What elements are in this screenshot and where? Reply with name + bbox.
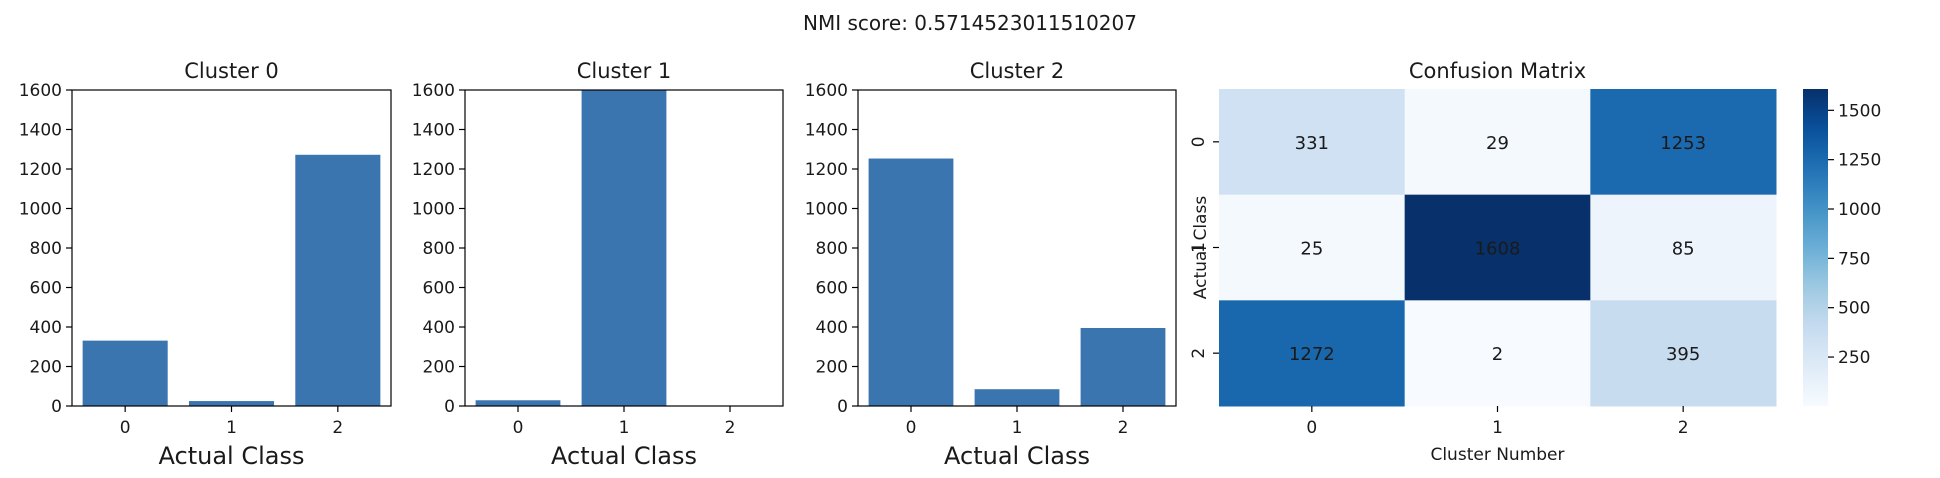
bar-1	[581, 90, 667, 406]
y-tick-label: 1600	[805, 81, 848, 101]
panel-title: Cluster 2	[970, 59, 1065, 83]
cell-value: 25	[1300, 239, 1323, 260]
y-tick-label: 1200	[805, 160, 848, 180]
colorbar-tick-label: 1000	[1838, 200, 1881, 220]
x-tick-label: 1	[619, 418, 630, 438]
y-tick-label: 1400	[805, 121, 848, 141]
cell-value: 331	[1295, 133, 1329, 154]
y-axis-label: Actual Class	[1191, 196, 1211, 300]
y-tick-label: 400	[423, 318, 455, 338]
colorbar-tick-label: 500	[1838, 299, 1870, 319]
colorbar-tick-label: 1500	[1838, 101, 1881, 121]
colorbar-tick-label: 1250	[1838, 151, 1881, 171]
x-tick-label: 2	[725, 418, 736, 438]
y-tick-label: 600	[423, 279, 455, 299]
y-tick-label: 400	[30, 318, 62, 338]
bars	[82, 154, 381, 406]
y-tick-label: 1000	[805, 200, 848, 220]
y-tick-label: 1400	[19, 121, 62, 141]
heatmap-cell	[1590, 194, 1777, 301]
bar-0	[868, 158, 954, 406]
x-tick-label: 2	[1118, 418, 1129, 438]
y-tick-label: 1000	[412, 200, 455, 220]
bar-panel-0: 0 200 400 600 800 1000 1200 1400 1600 0 1 2 Cluster …	[19, 59, 392, 470]
y-tick-label: 200	[816, 358, 848, 378]
bar-0	[475, 400, 561, 406]
heatmap-cell	[1404, 300, 1591, 407]
y-tick-label: 1	[1189, 242, 1209, 253]
x-axis-label: Actual Class	[159, 442, 305, 470]
confusion-matrix-panel: 331 29 1253 25 1608 85 1272 2 395 0 1 2 0 1 2 Confusion…	[1189, 59, 1881, 465]
bar-1	[974, 389, 1060, 406]
bars	[475, 90, 773, 406]
y-tick-label: 200	[423, 358, 455, 378]
x-axis-label: Cluster Number	[1430, 445, 1564, 465]
x-tick-label: 1	[1492, 418, 1503, 438]
y-tick-label: 1400	[412, 121, 455, 141]
bar-panel-2: 0 200 400 600 800 1000 1200 1400 1600 0 1 2 Cluster …	[805, 59, 1177, 470]
bar-0	[82, 340, 168, 406]
colorbar-tick-label: 250	[1838, 348, 1870, 368]
cell-value: 29	[1486, 133, 1509, 154]
x-tick-label: 0	[906, 418, 917, 438]
x-tick-label: 1	[226, 418, 237, 438]
x-tick-label: 0	[513, 418, 524, 438]
y-tick-label: 0	[1189, 136, 1209, 147]
y-tick-label: 400	[816, 318, 848, 338]
bar-panel-1: 0 200 400 600 800 1000 1200 1400 1600 0 1 2 Cluster …	[412, 59, 784, 470]
heatmap-cell	[1219, 300, 1406, 407]
heatmap-cell	[1219, 89, 1406, 196]
y-tick-label: 1200	[412, 160, 455, 180]
cell-value: 2	[1492, 344, 1503, 365]
panel-title: Confusion Matrix	[1409, 59, 1586, 83]
y-tick-label: 800	[30, 239, 62, 259]
y-tick-label: 1000	[19, 200, 62, 220]
y-tick-label: 1600	[412, 81, 455, 101]
panel-title: Cluster 0	[184, 59, 279, 83]
heatmap-cell	[1590, 300, 1777, 407]
cell-value: 1253	[1660, 133, 1706, 154]
x-axis-label: Actual Class	[551, 442, 697, 470]
heatmap-cell	[1404, 194, 1591, 301]
x-tick-label: 0	[120, 418, 131, 438]
y-tick-label: 1200	[19, 160, 62, 180]
heatmap-cell	[1404, 89, 1591, 196]
colorbar	[1803, 89, 1828, 406]
panel-title: Cluster 1	[577, 59, 672, 83]
cell-value: 1608	[1475, 239, 1521, 260]
cell-value: 1272	[1289, 344, 1335, 365]
y-tick-label: 1600	[19, 81, 62, 101]
bar-2	[295, 154, 381, 406]
x-tick-label: 1	[1012, 418, 1023, 438]
bars	[868, 158, 1166, 406]
y-tick-label: 800	[423, 239, 455, 259]
y-tick-label: 600	[816, 279, 848, 299]
bar-2	[1080, 327, 1166, 406]
y-tick-label: 0	[837, 397, 848, 417]
y-tick-label: 0	[444, 397, 455, 417]
x-tick-label: 2	[1678, 418, 1689, 438]
heatmap-cell	[1219, 194, 1406, 301]
x-tick-label: 0	[1306, 418, 1317, 438]
y-tick-label: 200	[30, 358, 62, 378]
cell-value: 395	[1666, 344, 1700, 365]
x-tick-label: 2	[332, 418, 343, 438]
colorbar-tick-label: 750	[1838, 249, 1870, 269]
cell-value: 85	[1672, 239, 1695, 260]
x-axis-label: Actual Class	[944, 442, 1090, 470]
y-tick-label: 600	[30, 279, 62, 299]
suptitle: NMI score: 0.5714523011510207	[803, 11, 1137, 35]
y-tick-label: 2	[1189, 348, 1209, 359]
bar-1	[188, 401, 275, 406]
heatmap-cell	[1590, 89, 1777, 196]
y-tick-label: 0	[51, 397, 62, 417]
y-tick-label: 800	[816, 239, 848, 259]
